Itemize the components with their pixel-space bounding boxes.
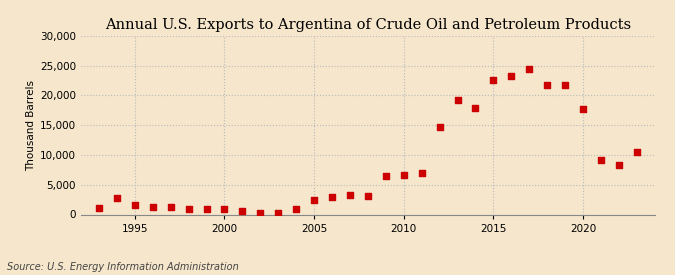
Point — [327, 195, 338, 199]
Point — [94, 206, 105, 210]
Point — [398, 172, 409, 177]
Point — [488, 78, 499, 82]
Point — [542, 83, 553, 87]
Point — [362, 194, 373, 198]
Point — [416, 170, 427, 175]
Point — [381, 174, 392, 178]
Point — [255, 211, 266, 216]
Point — [308, 197, 319, 202]
Point — [130, 203, 140, 207]
Point — [183, 207, 194, 211]
Text: Source: U.S. Energy Information Administration: Source: U.S. Energy Information Administ… — [7, 262, 238, 272]
Point — [614, 163, 624, 167]
Point — [165, 205, 176, 209]
Point — [111, 196, 122, 200]
Point — [452, 98, 463, 102]
Point — [560, 83, 570, 87]
Point — [147, 205, 158, 210]
Point — [344, 193, 355, 198]
Point — [201, 206, 212, 211]
Point — [434, 125, 445, 129]
Point — [273, 211, 284, 215]
Title: Annual U.S. Exports to Argentina of Crude Oil and Petroleum Products: Annual U.S. Exports to Argentina of Crud… — [105, 18, 631, 32]
Point — [219, 206, 230, 211]
Point — [524, 66, 535, 71]
Point — [506, 74, 517, 78]
Point — [631, 150, 642, 154]
Point — [470, 106, 481, 110]
Y-axis label: Thousand Barrels: Thousand Barrels — [26, 80, 36, 170]
Point — [578, 107, 589, 111]
Point — [237, 209, 248, 213]
Point — [595, 158, 606, 163]
Point — [291, 207, 302, 211]
